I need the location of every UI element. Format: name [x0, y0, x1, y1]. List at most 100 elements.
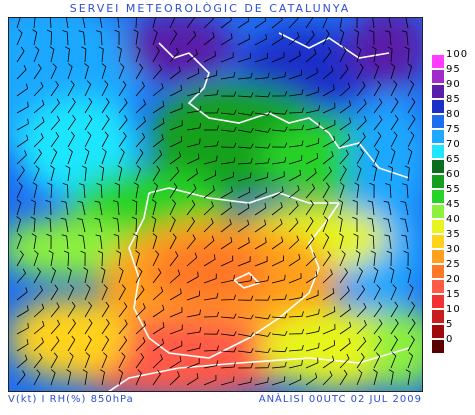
wind-barb [152, 134, 164, 148]
wind-barb [67, 148, 73, 165]
legend-label: 80 [446, 109, 461, 120]
wind-barb [288, 124, 305, 131]
wind-barb [356, 46, 362, 63]
wind-barb [322, 84, 335, 97]
wind-barb [16, 65, 27, 80]
wind-barb [288, 328, 305, 335]
wind-barb [30, 216, 36, 233]
wind-barb [33, 267, 41, 284]
wind-barb [288, 107, 304, 114]
wind-barb [322, 47, 332, 63]
wind-barb [67, 131, 75, 148]
wind-barb [339, 353, 350, 369]
wind-barb [305, 48, 317, 63]
wind-barb [186, 68, 200, 80]
wind-barb [322, 199, 329, 216]
wind-barb [84, 284, 91, 301]
wind-barb [133, 182, 139, 199]
legend-label: 25 [446, 259, 461, 270]
wind-barb [271, 91, 288, 97]
wind-barb [135, 369, 142, 386]
wind-barb [33, 99, 45, 114]
wind-barb [78, 183, 86, 199]
wind-barb [82, 369, 88, 386]
wind-barb [118, 148, 125, 165]
wind-barb [254, 275, 270, 284]
wind-barb [254, 127, 271, 133]
map-title: SERVEI METEOROLÒGIC DE CATALUNYA [69, 2, 351, 15]
wind-barb [33, 18, 36, 29]
wind-barb [254, 187, 268, 199]
wind-barb [114, 29, 120, 46]
wind-barb [203, 292, 219, 301]
wind-barb [254, 237, 267, 250]
wind-barb [254, 362, 271, 369]
wind-barb [169, 136, 183, 148]
wind-barb [16, 287, 28, 301]
wind-barb [373, 131, 382, 148]
wind-barb [368, 234, 375, 250]
wind-barb [400, 218, 409, 233]
wind-barb [64, 46, 70, 63]
wind-barb [152, 118, 165, 131]
legend-swatch [432, 280, 444, 293]
wind-barb [66, 369, 72, 386]
legend-swatch [432, 265, 444, 278]
wind-barb [403, 250, 409, 267]
wind-barb [186, 252, 198, 267]
wind-barb [322, 306, 336, 318]
wind-barb [271, 255, 285, 267]
wind-barb [356, 99, 367, 114]
wind-barb [406, 267, 412, 284]
wind-barb [117, 165, 123, 182]
wind-barb [67, 318, 76, 335]
wind-barb [46, 233, 52, 250]
wind-barb [132, 233, 138, 250]
wind-barb [186, 18, 195, 29]
legend-row: 20 [432, 274, 475, 293]
wind-barb [94, 218, 103, 233]
wind-barb [101, 284, 108, 301]
wind-barb [16, 216, 22, 233]
wind-barb [322, 102, 336, 114]
wind-barb [322, 65, 334, 80]
legend-row: 25 [432, 259, 475, 278]
wind-barb [98, 46, 104, 63]
wind-barb [237, 143, 254, 149]
wind-barb [338, 233, 344, 250]
wind-barb [271, 52, 285, 63]
wind-barb [16, 354, 28, 369]
wind-barb [254, 52, 269, 63]
wind-barb [169, 182, 178, 199]
wind-barb [84, 97, 93, 114]
wind-barb [169, 18, 176, 29]
wind-barb [237, 72, 253, 80]
wind-barb [203, 32, 215, 46]
legend-label: 100 [446, 49, 469, 60]
wind-barb [322, 233, 330, 250]
wind-barb [101, 148, 107, 165]
wind-barb [305, 105, 320, 114]
wind-barb [390, 318, 399, 335]
wind-barb [80, 250, 86, 267]
wind-barb [152, 304, 165, 318]
wind-barb [322, 135, 335, 148]
wind-barb [84, 318, 93, 335]
wind-barb [288, 253, 301, 267]
legend-label: 95 [446, 64, 461, 75]
wind-barb [254, 256, 268, 267]
wind-barb [131, 216, 137, 233]
legend-row: 85 [432, 94, 475, 113]
wind-barb [220, 186, 233, 199]
wind-barb [186, 271, 199, 284]
wind-barb [203, 89, 219, 97]
wind-barb [135, 267, 143, 284]
wind-barb [116, 46, 122, 63]
legend-label: 20 [446, 274, 461, 285]
wind-barb [16, 18, 21, 29]
wind-barb [112, 217, 120, 233]
wind-barb [135, 18, 137, 29]
wind-barb [288, 201, 299, 216]
wind-barb [33, 63, 42, 80]
wind-barb [373, 98, 383, 114]
